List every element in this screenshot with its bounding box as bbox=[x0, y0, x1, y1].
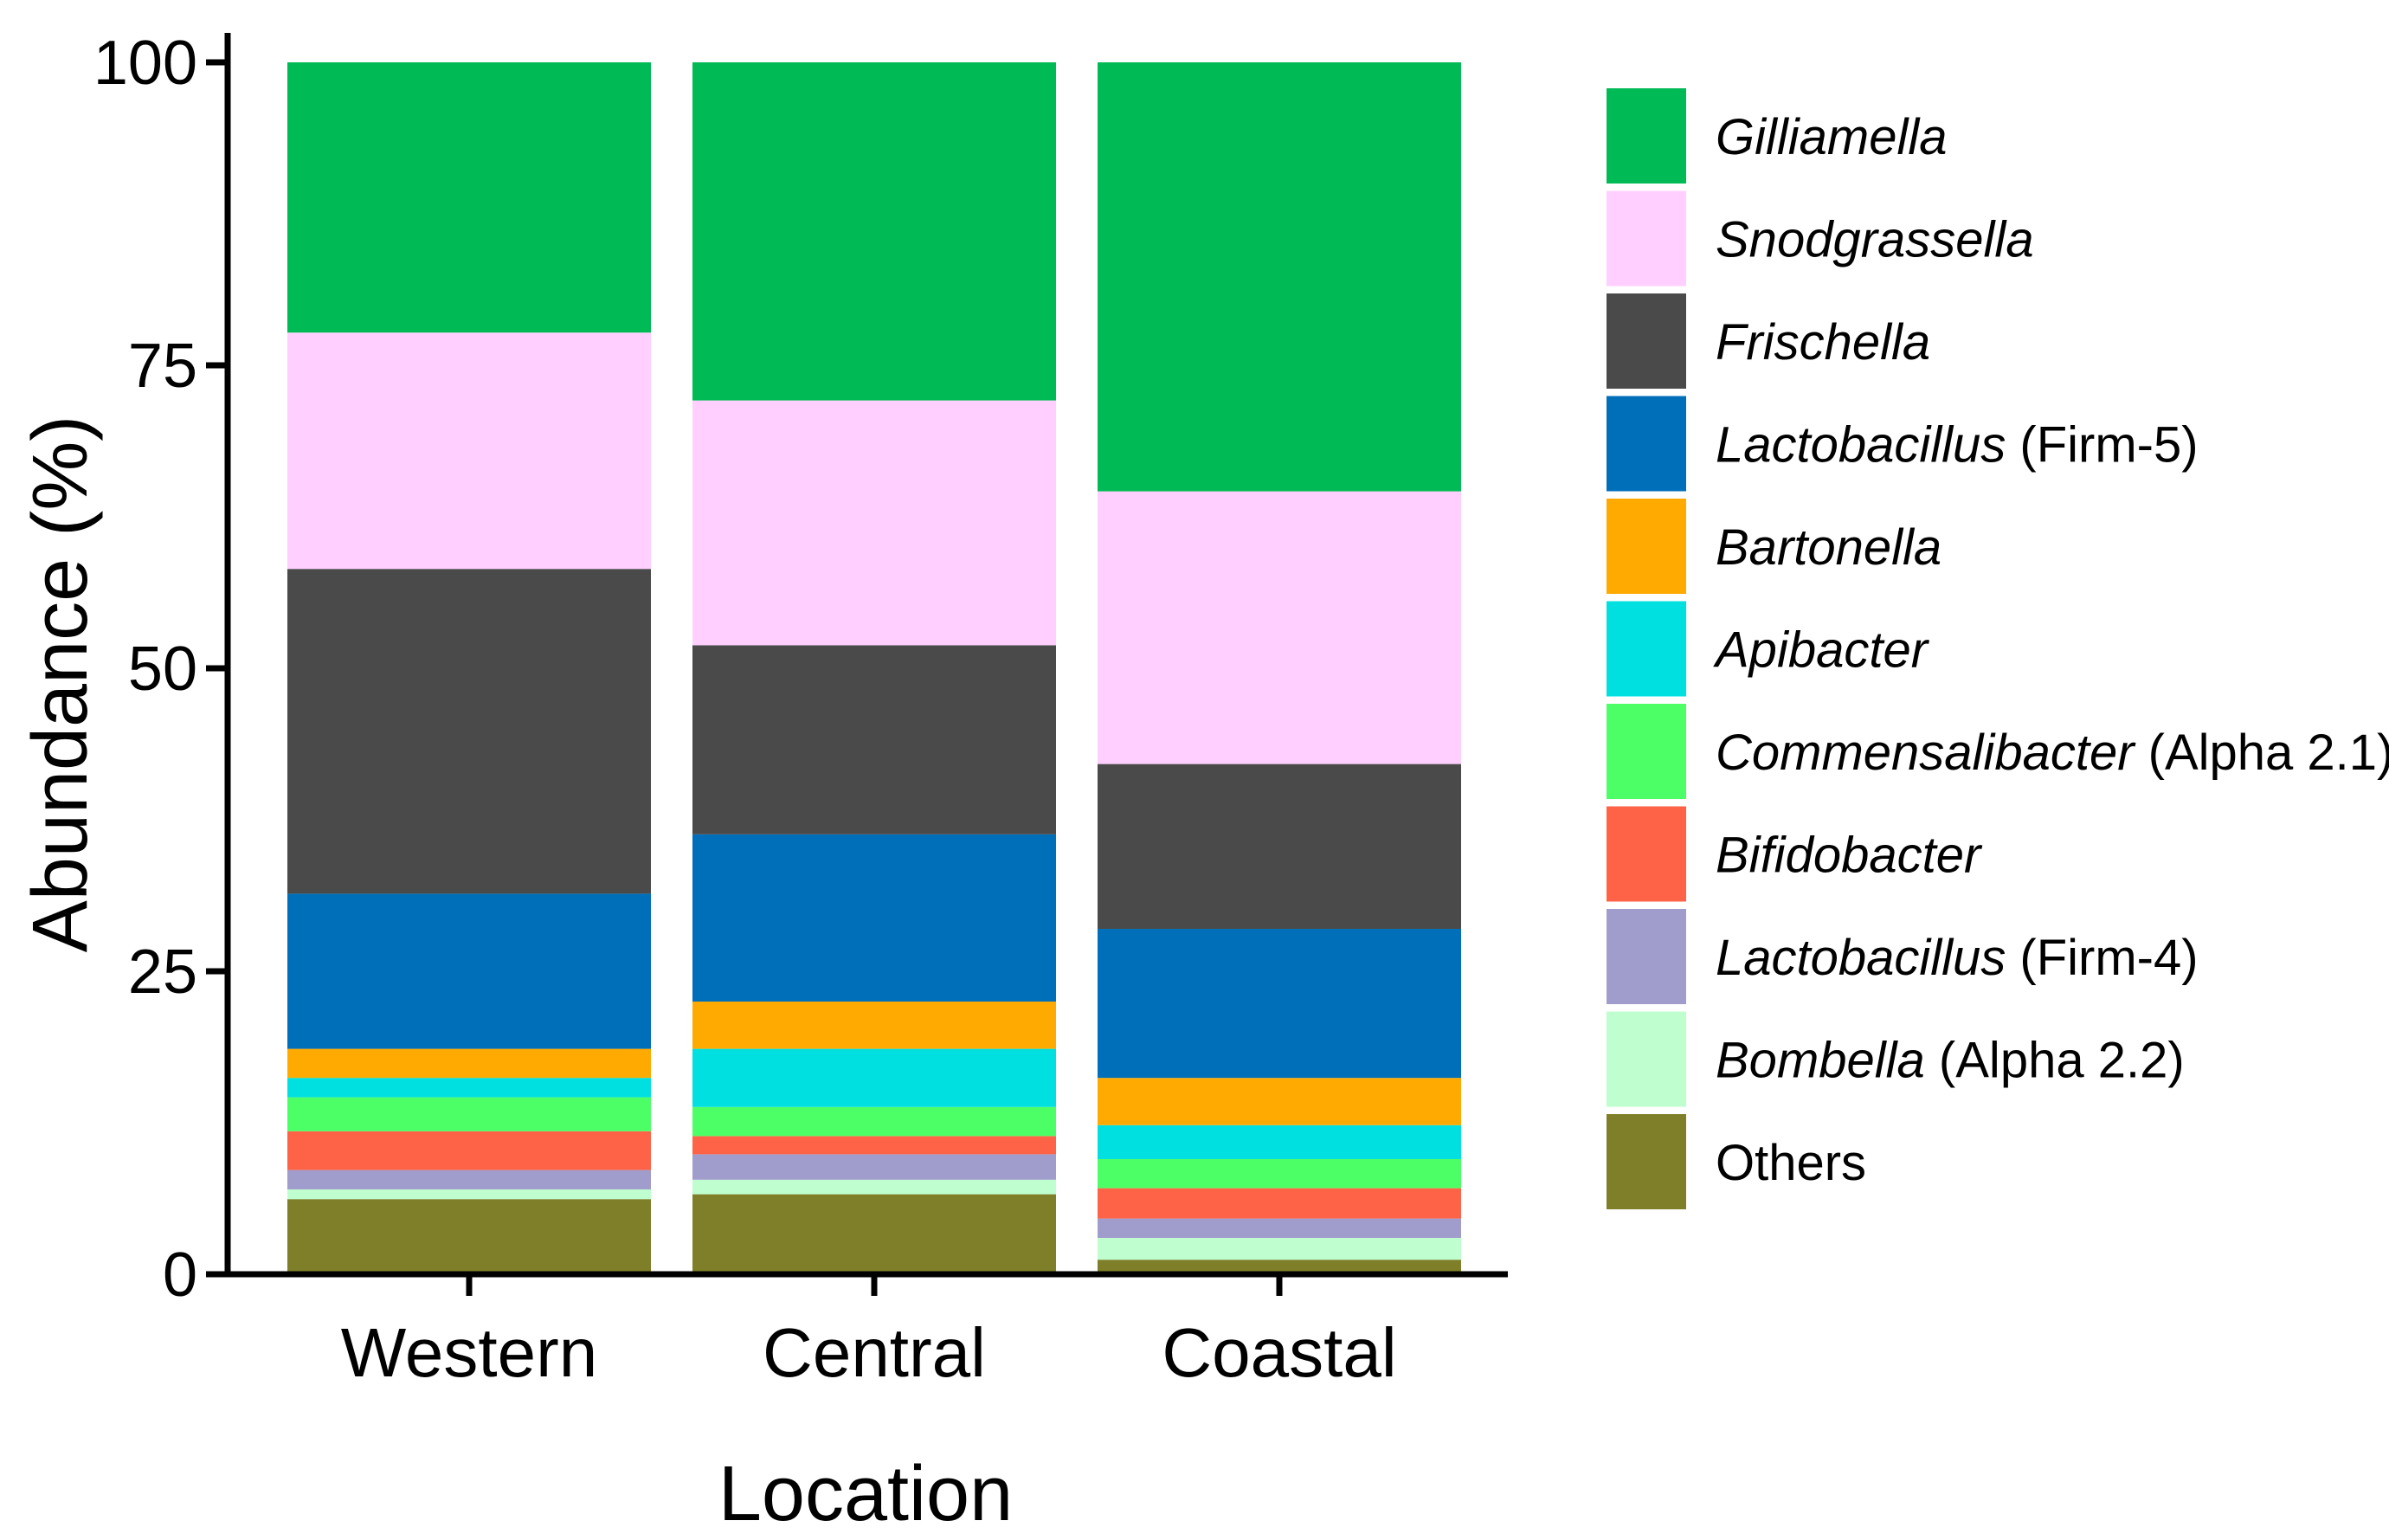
y-axis-ticks: 0 25 50 75 100 bbox=[93, 29, 228, 1310]
legend-label-frischella: Frischella bbox=[1716, 314, 1930, 371]
legend-swatch-snodgrassella bbox=[1607, 190, 1686, 287]
y-tick-label-0: 0 bbox=[163, 1240, 197, 1310]
bar-coastal-bombella-alpha-2-2 bbox=[1098, 1238, 1461, 1260]
legend: Gilliamella Snodgrassella Frischella Lactob… bbox=[1607, 88, 2389, 1209]
bar-coastal-lactobacillus-firm-5 bbox=[1098, 929, 1461, 1079]
x-tick-label-central: Central bbox=[763, 1314, 986, 1391]
bar-central-bifidobacter bbox=[692, 1136, 1056, 1155]
legend-swatch-lactobacillus-firm-5 bbox=[1607, 396, 1686, 492]
legend-swatch-commensalibacter-alpha-2-1 bbox=[1607, 704, 1686, 799]
bar-central-commensalibacter-alpha-2-1 bbox=[692, 1106, 1056, 1137]
bar-coastal-snodgrassella bbox=[1098, 491, 1461, 764]
bar-central-lactobacillus-firm-4 bbox=[692, 1154, 1056, 1180]
bar-coastal-apibacter bbox=[1098, 1124, 1461, 1159]
bar-western-bombella-alpha-2-2 bbox=[287, 1189, 651, 1200]
legend-label-apibacter: Apibacter bbox=[1713, 622, 1930, 679]
bar-western-snodgrassella bbox=[287, 332, 651, 570]
bar-western-apibacter bbox=[287, 1078, 651, 1098]
bar-central-bombella-alpha-2-2 bbox=[692, 1179, 1056, 1195]
legend-label-commensalibacter-alpha-2-1: Commensalibacter (Alpha 2.1) bbox=[1716, 725, 2389, 781]
legend-label-others: Others bbox=[1716, 1135, 1866, 1191]
bar-western-gilliamella bbox=[287, 62, 651, 333]
x-tick-label-western: Western bbox=[341, 1314, 597, 1391]
y-tick-label-25: 25 bbox=[128, 938, 197, 1007]
bar-western-bartonella bbox=[287, 1048, 651, 1079]
x-axis-ticks: Western Central Coastal bbox=[341, 1274, 1397, 1391]
legend-swatch-gilliamella bbox=[1607, 88, 1686, 184]
bar-coastal-bifidobacter bbox=[1098, 1188, 1461, 1219]
legend-label-bifidobacter: Bifidobacter bbox=[1716, 828, 1983, 884]
bar-western-others bbox=[287, 1199, 651, 1274]
legend-label-lactobacillus-firm-5: Lactobacillus (Firm-5) bbox=[1716, 417, 2199, 474]
bar-western-bifidobacter bbox=[287, 1131, 651, 1170]
legend-swatch-bombella-alpha-2-2 bbox=[1607, 1011, 1686, 1107]
bar-coastal-frischella bbox=[1098, 764, 1461, 929]
legend-swatch-frischella bbox=[1607, 293, 1686, 389]
bar-western-frischella bbox=[287, 569, 651, 894]
bar-central-lactobacillus-firm-5 bbox=[692, 834, 1056, 1002]
legend-label-lactobacillus-firm-4: Lactobacillus (Firm-4) bbox=[1716, 930, 2199, 986]
bar-central-others bbox=[692, 1194, 1056, 1274]
x-tick-label-coastal: Coastal bbox=[1162, 1314, 1396, 1391]
legend-swatch-others bbox=[1607, 1114, 1686, 1209]
legend-swatch-lactobacillus-firm-4 bbox=[1607, 909, 1686, 1004]
x-axis-title: Location bbox=[718, 1451, 1013, 1537]
legend-label-gilliamella: Gilliamella bbox=[1716, 109, 1948, 165]
bar-coastal-gilliamella bbox=[1098, 62, 1461, 492]
legend-swatch-apibacter bbox=[1607, 601, 1686, 697]
bar-central-bartonella bbox=[692, 1002, 1056, 1049]
bar-coastal-lactobacillus-firm-4 bbox=[1098, 1218, 1461, 1238]
bar-coastal-bartonella bbox=[1098, 1078, 1461, 1125]
legend-swatch-bifidobacter bbox=[1607, 806, 1686, 902]
y-tick-label-50: 50 bbox=[128, 635, 197, 704]
bar-western-lactobacillus-firm-4 bbox=[287, 1169, 651, 1189]
legend-label-snodgrassella: Snodgrassella bbox=[1716, 212, 2034, 268]
y-axis-title: Abundance (%) bbox=[17, 416, 104, 952]
bar-central-apibacter bbox=[692, 1048, 1056, 1107]
bar-coastal-others bbox=[1098, 1260, 1461, 1274]
legend-label-bartonella: Bartonella bbox=[1716, 519, 1941, 576]
plot-area: 0 25 50 75 100 Western Central Coastal bbox=[93, 29, 1508, 1391]
bar-central-frischella bbox=[692, 645, 1056, 834]
legend-label-bombella-alpha-2-2: Bombella (Alpha 2.2) bbox=[1716, 1033, 2185, 1089]
bar-western-lactobacillus-firm-5 bbox=[287, 893, 651, 1049]
y-tick-label-75: 75 bbox=[128, 332, 197, 401]
bar-segments bbox=[287, 62, 1461, 1274]
legend-swatch-bartonella bbox=[1607, 499, 1686, 594]
bar-western-commensalibacter-alpha-2-1 bbox=[287, 1097, 651, 1131]
bar-coastal-commensalibacter-alpha-2-1 bbox=[1098, 1159, 1461, 1189]
bar-central-gilliamella bbox=[692, 62, 1056, 401]
bar-central-snodgrassella bbox=[692, 400, 1056, 646]
y-tick-label-100: 100 bbox=[93, 29, 197, 98]
